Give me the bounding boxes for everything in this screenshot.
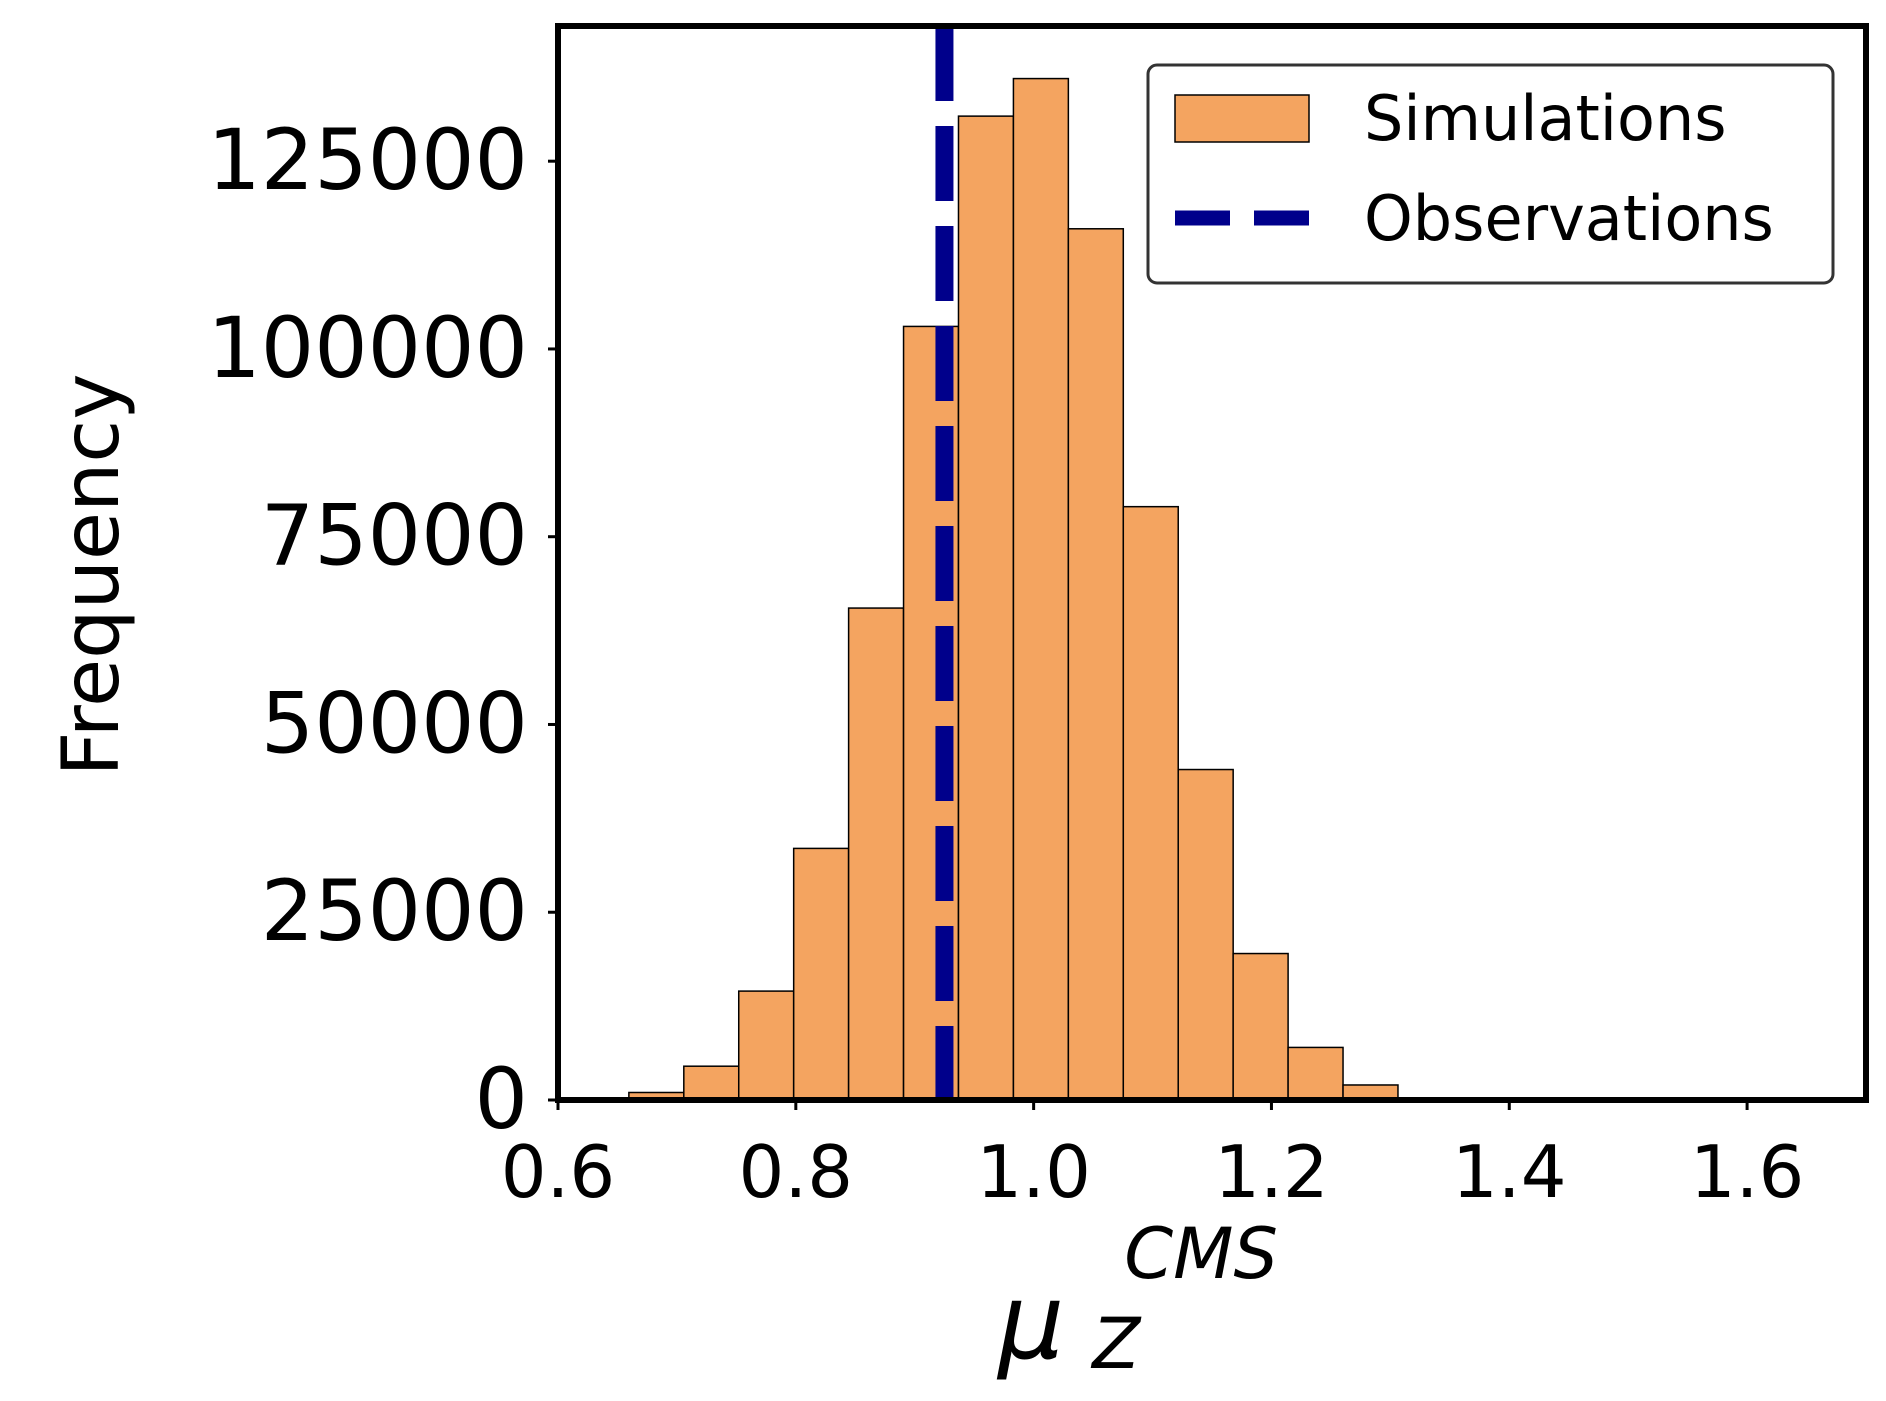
x-tick-label: 1.0 (976, 1130, 1091, 1214)
histogram-bar-4 (847, 607, 905, 1101)
x-tick-label: 0.6 (501, 1130, 616, 1214)
histogram-bar-7 (1012, 77, 1070, 1101)
histogram-bar-8 (1067, 228, 1125, 1101)
histogram-bar-12 (1287, 1046, 1344, 1101)
histogram-bar-6 (957, 115, 1015, 1101)
y-axis-ticks: 0 25000 50000 75000 100000 125000 (207, 111, 558, 1148)
histogram-bar-3 (792, 847, 850, 1101)
legend: Simulations Observations (1146, 63, 1835, 285)
x-tick-label: 1.6 (1690, 1130, 1805, 1214)
y-tick-label: 0 (475, 1050, 528, 1148)
x-tick-label: 1.2 (1214, 1130, 1329, 1214)
x-axis-label: μ Z CMS (996, 1213, 1278, 1389)
histogram-bar-1 (683, 1065, 740, 1101)
x-axis-label-base: μ (996, 1261, 1064, 1383)
legend-simulations-label: Simulations (1364, 82, 1727, 155)
x-axis-ticks: 0.6 0.8 1.0 1.2 1.4 1.6 (501, 1100, 1805, 1214)
histogram-bar-2 (737, 990, 795, 1101)
legend-simulations-patch (1174, 94, 1310, 143)
y-axis-label: Frequency (47, 374, 137, 777)
histogram-bars (628, 77, 1399, 1101)
axes-frame (555, 23, 1869, 1103)
y-tick-label: 25000 (261, 862, 528, 960)
y-tick-label: 50000 (261, 674, 528, 772)
x-tick-label: 1.4 (1452, 1130, 1567, 1214)
y-tick-label: 125000 (207, 111, 528, 209)
y-tick-label: 75000 (261, 487, 528, 585)
histogram-bar-10 (1177, 768, 1234, 1101)
legend-observations-label: Observations (1364, 182, 1774, 255)
x-tick-label: 0.8 (739, 1130, 854, 1214)
y-tick-label: 100000 (207, 299, 528, 397)
x-axis-label-subscript: Z (1090, 1303, 1142, 1385)
legend-box (1146, 63, 1835, 285)
x-axis-label-superscript: CMS (1124, 1213, 1278, 1295)
histogram-bar-11 (1232, 952, 1289, 1101)
histogram-bar-9 (1122, 505, 1179, 1101)
